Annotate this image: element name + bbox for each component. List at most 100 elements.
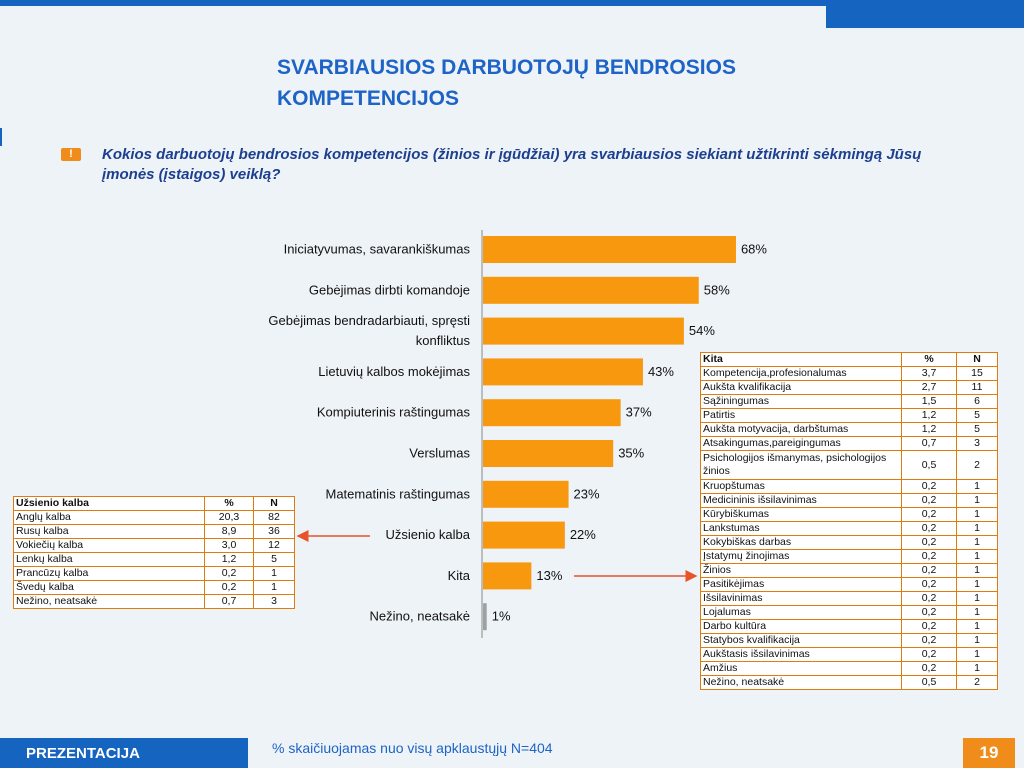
- footnote: % skaičiuojamas nuo visų apklaustųjų N=4…: [272, 740, 553, 756]
- other-table-cell: 2: [956, 675, 998, 690]
- other-table-cell: 0,2: [901, 521, 957, 536]
- other-table-cell: Aukšta motyvacija, darbštumas: [700, 422, 902, 437]
- value-label: 37%: [626, 405, 652, 420]
- category-label: Matematinis raštingumas: [326, 486, 471, 501]
- other-table-cell: 1: [956, 661, 998, 676]
- value-label: 22%: [570, 527, 596, 542]
- other-table-cell: 6: [956, 394, 998, 409]
- other-table-cell: Atsakingumas,pareigingumas: [700, 436, 902, 451]
- other-table-cell: 1: [956, 577, 998, 592]
- language-table-header-cell: N: [253, 496, 295, 511]
- other-table-cell: 1,2: [901, 408, 957, 423]
- language-table-cell: 3: [253, 594, 295, 609]
- page-number: 19: [963, 738, 1015, 768]
- other-table-cell: 11: [956, 380, 998, 395]
- language-table-cell: 1: [253, 580, 295, 595]
- other-table-cell: Kūrybiškumas: [700, 507, 902, 522]
- other-table-cell: 0,7: [901, 436, 957, 451]
- language-table-cell: 20,3: [204, 510, 254, 525]
- other-table-cell: 15: [956, 366, 998, 381]
- other-table-row: Atsakingumas,pareigingumas 0,7 3: [700, 436, 998, 451]
- language-table-row: Lenkų kalba 1,2 5: [13, 552, 295, 567]
- other-table-cell: 0,2: [901, 591, 957, 606]
- bar: [483, 236, 736, 263]
- language-table-header-cell: %: [204, 496, 254, 511]
- other-table-row: Kompetencija,profesionalumas 3,7 15: [700, 366, 998, 381]
- other-table-cell: Aukšta kvalifikacija: [700, 380, 902, 395]
- top-accent-bar: [0, 0, 1024, 6]
- other-table-row: Lankstumas 0,2 1: [700, 521, 998, 536]
- other-table-cell: 1: [956, 605, 998, 620]
- other-table-cell: Statybos kvalifikacija: [700, 633, 902, 648]
- other-table-row: Aukšta kvalifikacija 2,7 11: [700, 380, 998, 395]
- language-table: Užsienio kalba % N Anglų kalba 20,3 82 Rusų…: [13, 496, 295, 609]
- exclamation-icon: !: [61, 148, 81, 161]
- value-label: 68%: [741, 242, 767, 257]
- other-table-row: Pasitikėjimas 0,2 1: [700, 577, 998, 592]
- other-table-row: Darbo kultūra 0,2 1: [700, 619, 998, 634]
- category-label: Gebėjimas dirbti komandoje: [309, 282, 470, 297]
- language-table-row: Anglų kalba 20,3 82: [13, 510, 295, 525]
- language-table-header-cell: Užsienio kalba: [13, 496, 205, 511]
- category-label: Lietuvių kalbos mokėjimas: [318, 364, 470, 379]
- survey-question: Kokios darbuotojų bendrosios kompetencij…: [102, 146, 922, 183]
- language-table-cell: Rusų kalba: [13, 524, 205, 539]
- bar: [483, 480, 569, 508]
- other-table-cell: Aukštasis išsilavinimas: [700, 647, 902, 662]
- other-table-cell: 0,2: [901, 479, 957, 494]
- other-table-cell: 0,2: [901, 619, 957, 634]
- bar: [483, 317, 684, 345]
- other-table-cell: 0,2: [901, 605, 957, 620]
- other-table-row: Lojalumas 0,2 1: [700, 605, 998, 620]
- language-table-cell: Švedų kalba: [13, 580, 205, 595]
- other-table-cell: 1: [956, 647, 998, 662]
- other-table-header: Kita % N: [700, 352, 998, 367]
- bar: [483, 276, 699, 304]
- language-table-row: Vokiečių kalba 3,0 12: [13, 538, 295, 553]
- language-table-cell: 82: [253, 510, 295, 525]
- other-table-cell: 1: [956, 549, 998, 564]
- language-table-cell: 8,9: [204, 524, 254, 539]
- value-label: 58%: [704, 282, 730, 297]
- other-table-cell: 1: [956, 535, 998, 550]
- other-table-row: Psichologijos išmanymas, psichologijos ž…: [700, 450, 998, 480]
- language-table-row: Nežino, neatsakė 0,7 3: [13, 594, 295, 609]
- other-table-row: Įstatymų žinojimas 0,2 1: [700, 549, 998, 564]
- category-label: Iniciatyvumas, savarankiškumas: [284, 242, 471, 257]
- other-table-cell: 1: [956, 521, 998, 536]
- page-title: SVARBIAUSIOS DARBUOTOJŲ BENDROSIOS KOMPE…: [277, 56, 736, 110]
- other-table-cell: 0,2: [901, 633, 957, 648]
- other-table-cell: Lankstumas: [700, 521, 902, 536]
- other-table-cell: 0,2: [901, 549, 957, 564]
- other-table-cell: 1: [956, 563, 998, 578]
- other-table-row: Patirtis 1,2 5: [700, 408, 998, 423]
- other-table-cell: 0,2: [901, 577, 957, 592]
- other-table-cell: 0,2: [901, 661, 957, 676]
- language-table-cell: Vokiečių kalba: [13, 538, 205, 553]
- other-table-cell: 1: [956, 633, 998, 648]
- language-table-header: Užsienio kalba % N: [13, 496, 295, 511]
- category-label: Nežino, neatsakė: [370, 609, 470, 624]
- other-table-row: Išsilavinimas 0,2 1: [700, 591, 998, 606]
- category-label: konfliktus: [416, 333, 471, 348]
- other-table-cell: Psichologijos išmanymas, psichologijos ž…: [700, 450, 902, 480]
- category-label: Kita: [448, 568, 471, 583]
- other-table-cell: Kruopštumas: [700, 479, 902, 494]
- other-table-cell: 3: [956, 436, 998, 451]
- language-table-cell: 36: [253, 524, 295, 539]
- language-table-cell: 0,2: [204, 580, 254, 595]
- language-table-cell: 1: [253, 566, 295, 581]
- other-table-cell: 5: [956, 422, 998, 437]
- other-table-cell: 5: [956, 408, 998, 423]
- other-table-header-cell: %: [901, 352, 957, 367]
- other-table-row: Kokybiškas darbas 0,2 1: [700, 535, 998, 550]
- language-table-cell: 0,2: [204, 566, 254, 581]
- other-table-cell: 1,5: [901, 394, 957, 409]
- language-table-cell: Prancūzų kalba: [13, 566, 205, 581]
- other-table-cell: 0,2: [901, 563, 957, 578]
- category-label: Kompiuterinis raštingumas: [317, 405, 471, 420]
- language-table-row: Prancūzų kalba 0,2 1: [13, 566, 295, 581]
- other-table-cell: 0,5: [901, 675, 957, 690]
- bar: [483, 440, 614, 467]
- other-table-cell: Medicininis išsilavinimas: [700, 493, 902, 508]
